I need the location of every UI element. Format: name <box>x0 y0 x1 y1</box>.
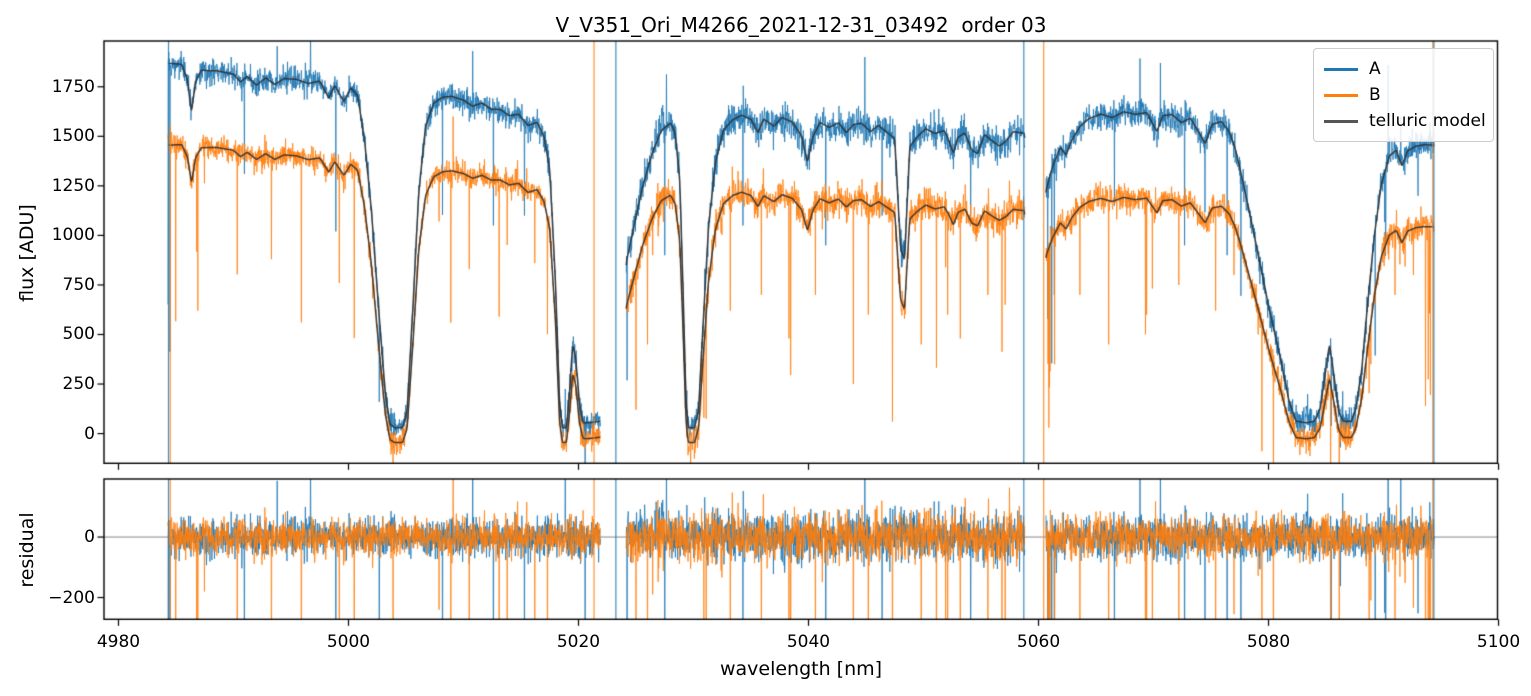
y-tick-label-flux: 1000 <box>51 225 95 246</box>
x-tick-label: 4980 <box>96 632 141 653</box>
y-tick-label-flux: 0 <box>84 423 95 444</box>
x-tick-label: 5000 <box>326 632 371 653</box>
y-axis-label-flux: flux [ADU] <box>16 204 38 302</box>
x-tick-label: 5100 <box>1476 632 1521 653</box>
legend-label-a: A <box>1369 59 1381 79</box>
legend-entry-telluric-model: telluric model <box>1324 108 1493 134</box>
x-tick-label: 5080 <box>1246 632 1291 653</box>
legend-line-swatch-a <box>1324 67 1358 71</box>
legend: A B telluric model <box>1313 48 1494 142</box>
legend-entry-b: B <box>1324 82 1493 108</box>
y-tick-label-flux: 250 <box>62 374 95 395</box>
y-tick-label-flux: 1500 <box>51 126 95 147</box>
y-tick-label-flux: 500 <box>62 324 95 345</box>
plot-title: V_V351_Ori_M4266_2021-12-31_03492 order … <box>555 13 1047 37</box>
x-tick-label: 5040 <box>786 632 831 653</box>
y-tick-label-flux: 750 <box>62 274 95 295</box>
y-tick-label-residual: 0 <box>84 527 95 548</box>
y-tick-label-flux: 1250 <box>51 175 95 196</box>
x-axis-label: wavelength [nm] <box>719 658 883 680</box>
legend-line-swatch-b <box>1324 93 1358 97</box>
x-tick-label: 5060 <box>1016 632 1061 653</box>
legend-label-b: B <box>1369 85 1381 105</box>
y-tick-label-flux: 1750 <box>51 76 95 97</box>
y-tick-label-residual: −200 <box>48 587 95 608</box>
legend-line-swatch-telluric-model <box>1324 119 1358 123</box>
legend-entry-a: A <box>1324 56 1493 82</box>
x-tick-label: 5020 <box>556 632 601 653</box>
legend-label-telluric-model: telluric model <box>1369 111 1486 131</box>
